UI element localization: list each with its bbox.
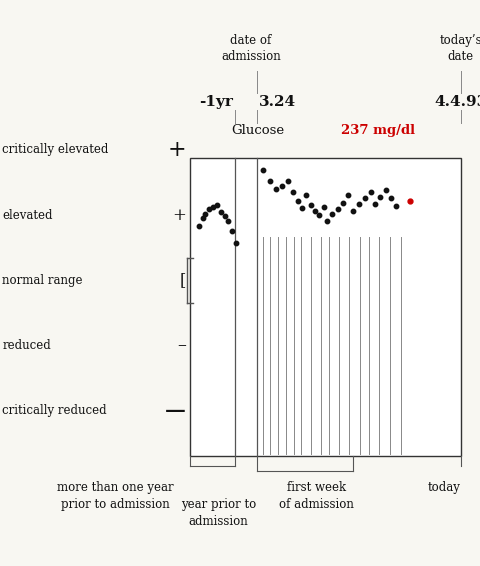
- Text: -1yr: -1yr: [199, 95, 233, 109]
- Text: elevated: elevated: [2, 209, 53, 221]
- Text: +: +: [167, 139, 186, 161]
- Text: critically reduced: critically reduced: [2, 404, 107, 417]
- Text: –: –: [177, 336, 186, 354]
- Text: 4.4.93: 4.4.93: [434, 95, 480, 109]
- FancyBboxPatch shape: [190, 158, 461, 456]
- Text: today: today: [428, 481, 461, 494]
- Text: date of
admission: date of admission: [221, 34, 281, 63]
- Text: +: +: [172, 207, 186, 224]
- Text: reduced: reduced: [2, 339, 51, 351]
- Text: 3.24: 3.24: [259, 95, 296, 109]
- Text: Glucose: Glucose: [231, 124, 285, 136]
- Text: —: —: [165, 400, 186, 421]
- Text: more than one year
prior to admission: more than one year prior to admission: [57, 481, 173, 511]
- Text: first week
of admission: first week of admission: [279, 481, 354, 511]
- Text: today’s
date: today’s date: [440, 34, 480, 63]
- Text: critically elevated: critically elevated: [2, 144, 109, 156]
- Text: normal range: normal range: [2, 274, 83, 286]
- Text: [: [: [180, 272, 186, 289]
- Text: 237 mg/dl: 237 mg/dl: [341, 124, 415, 136]
- Text: year prior to
admission: year prior to admission: [181, 498, 256, 528]
